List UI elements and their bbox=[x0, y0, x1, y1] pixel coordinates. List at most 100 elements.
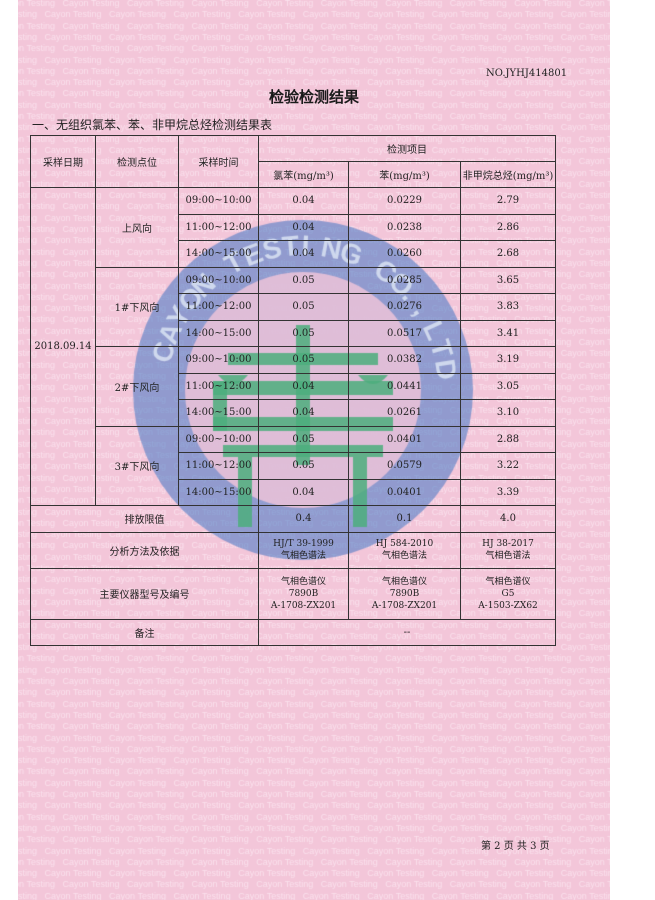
cell-nmhc: 3.65 bbox=[460, 266, 556, 294]
cell-time: 14:00~15:00 bbox=[178, 240, 259, 268]
method-line: HJ 38-2017 bbox=[482, 539, 534, 549]
method-nmhc: HJ 38-2017 气相色谱法 bbox=[460, 531, 556, 569]
document-number: NO.JYHJ414801 bbox=[486, 68, 568, 79]
cell-chlorobenzene: 0.05 bbox=[258, 266, 349, 294]
cell-time: 09:00~10:00 bbox=[178, 346, 259, 374]
method-label: 分析方法及依据 bbox=[30, 531, 259, 569]
instrument-line: 气相色谱仪 bbox=[381, 576, 427, 587]
cell-benzene: 0.0401 bbox=[348, 425, 461, 453]
sampling-point: 3#下风向 bbox=[95, 425, 179, 506]
cell-chlorobenzene: 0.04 bbox=[258, 372, 349, 400]
method-line: 气相色谱法 bbox=[485, 551, 531, 561]
cell-chlorobenzene: 0.05 bbox=[258, 293, 349, 321]
table-row: 14:00~15:00 0.04 0.0260 2.68 bbox=[31, 240, 556, 268]
cell-chlorobenzene: 0.04 bbox=[258, 240, 349, 268]
limit-label: 排放限值 bbox=[30, 505, 259, 533]
instrument-line: 气相色谱仪 bbox=[485, 576, 531, 587]
cell-benzene: 0.0285 bbox=[348, 266, 461, 294]
cell-time: 11:00~12:00 bbox=[178, 452, 259, 480]
instrument-line: A-1708-ZX201 bbox=[371, 600, 438, 611]
cell-benzene: 0.0276 bbox=[348, 293, 461, 321]
cell-nmhc: 2.86 bbox=[460, 213, 556, 241]
method-line: 气相色谱法 bbox=[280, 551, 326, 561]
method-chlorobenzene: HJ/T 39-1999 气相色谱法 bbox=[258, 531, 349, 569]
cell-benzene: 0.0441 bbox=[348, 372, 461, 400]
cell-chlorobenzene: 0.05 bbox=[258, 425, 349, 453]
method-benzene: HJ 584-2010 气相色谱法 bbox=[348, 531, 461, 569]
table-row: 11:00~12:00 0.04 0.0441 3.05 bbox=[31, 372, 556, 400]
sampling-point: 上风向 bbox=[95, 187, 179, 268]
sampling-point: 2#下风向 bbox=[95, 346, 179, 427]
instrument-line: A-1708-ZX201 bbox=[270, 600, 337, 611]
cell-benzene: 0.0401 bbox=[348, 478, 461, 506]
cell-nmhc: 2.88 bbox=[460, 425, 556, 453]
cell-chlorobenzene: 0.05 bbox=[258, 452, 349, 480]
table-row: 14:00~15:00 0.04 0.0261 3.10 bbox=[31, 399, 556, 427]
cell-chlorobenzene: 0.04 bbox=[258, 213, 349, 241]
cell-benzene: 0.0238 bbox=[348, 213, 461, 241]
document-page: NO.JYHJ414801 检验检测结果 一、无组织氯苯、苯、非甲烷总烃检测结果… bbox=[18, 0, 610, 900]
cell-nmhc: 3.39 bbox=[460, 478, 556, 506]
cell-benzene: 0.0382 bbox=[348, 346, 461, 374]
section-title: 一、无组织氯苯、苯、非甲烷总烃检测结果表 bbox=[32, 118, 273, 132]
limit-row: 排放限值 0.4 0.1 4.0 bbox=[30, 505, 556, 533]
remark-label: 备注 bbox=[30, 618, 259, 646]
cell-nmhc: 3.22 bbox=[460, 452, 556, 480]
table-row: 1#下风向 09:00~10:00 0.05 0.0285 3.65 bbox=[31, 266, 556, 347]
limit-chlorobenzene: 0.4 bbox=[258, 505, 349, 533]
instrument-line: A-1503-ZX62 bbox=[478, 600, 538, 611]
cell-benzene: 0.0260 bbox=[348, 240, 461, 268]
table-row: 11:00~12:00 0.04 0.0238 2.86 bbox=[31, 213, 556, 241]
sampling-point: 1#下风向 bbox=[95, 266, 179, 347]
method-line: 气相色谱法 bbox=[381, 551, 427, 561]
cell-chlorobenzene: 0.05 bbox=[258, 319, 349, 347]
instrument-row: 主要仪器型号及编号 气相色谱仪 7890B A-1708-ZX201 气相色谱仪 7890… bbox=[30, 567, 556, 620]
instrument-benzene: 气相色谱仪 7890B A-1708-ZX201 bbox=[348, 567, 461, 620]
method-line: HJ 584-2010 bbox=[375, 539, 434, 549]
cell-nmhc: 3.41 bbox=[460, 319, 556, 347]
results-table: 采样日期 检测点位 采样时间 检测项目 氯苯(mg/m³) 苯(mg/m³) 非… bbox=[30, 135, 556, 646]
header-time: 采样时间 bbox=[178, 135, 259, 188]
limit-nmhc: 4.0 bbox=[460, 505, 556, 533]
cell-nmhc: 2.79 bbox=[460, 187, 556, 215]
header-nmhc: 非甲烷总烃(mg/m³) bbox=[460, 161, 556, 188]
cell-time: 14:00~15:00 bbox=[178, 478, 259, 506]
header-point: 检测点位 bbox=[95, 135, 179, 188]
table-row: 14:00~15:00 0.05 0.0517 3.41 bbox=[31, 319, 556, 347]
cell-time: 14:00~15:00 bbox=[178, 319, 259, 347]
cell-chlorobenzene: 0.04 bbox=[258, 187, 349, 215]
cell-nmhc: 3.05 bbox=[460, 372, 556, 400]
cell-nmhc: 3.19 bbox=[460, 346, 556, 374]
cell-benzene: 0.0517 bbox=[348, 319, 461, 347]
limit-benzene: 0.1 bbox=[348, 505, 461, 533]
instrument-nmhc: 气相色谱仪 G5 A-1503-ZX62 bbox=[460, 567, 556, 620]
cell-nmhc: 3.10 bbox=[460, 399, 556, 427]
header-items: 检测项目 bbox=[258, 135, 556, 162]
cell-chlorobenzene: 0.05 bbox=[258, 346, 349, 374]
cell-benzene: 0.0229 bbox=[348, 187, 461, 215]
header-chlorobenzene: 氯苯(mg/m³) bbox=[258, 161, 349, 188]
cell-chlorobenzene: 0.04 bbox=[258, 399, 349, 427]
table-row: 3#下风向 09:00~10:00 0.05 0.0401 2.88 bbox=[31, 425, 556, 506]
cell-time: 09:00~10:00 bbox=[178, 187, 259, 215]
cell-nmhc: 3.83 bbox=[460, 293, 556, 321]
sampling-date: 2018.09.14 bbox=[30, 187, 96, 506]
cell-benzene: 0.0579 bbox=[348, 452, 461, 480]
remark-row: 备注 -- bbox=[30, 618, 556, 646]
table-row: 11:00~12:00 0.05 0.0579 3.22 bbox=[31, 452, 556, 480]
cell-chlorobenzene: 0.04 bbox=[258, 478, 349, 506]
instrument-chlorobenzene: 气相色谱仪 7890B A-1708-ZX201 bbox=[258, 567, 349, 620]
cell-time: 11:00~12:00 bbox=[178, 213, 259, 241]
cell-time: 09:00~10:00 bbox=[178, 425, 259, 453]
cell-time: 11:00~12:00 bbox=[178, 372, 259, 400]
cell-time: 09:00~10:00 bbox=[178, 266, 259, 294]
instrument-line: 7890B bbox=[288, 588, 319, 599]
page-footer: 第 2 页 共 3 页 bbox=[481, 841, 550, 852]
header-benzene: 苯(mg/m³) bbox=[348, 161, 461, 188]
table-row: 2018.09.14 上风向 09:00~10:00 0.04 0.0229 2.79 bbox=[30, 187, 556, 506]
cell-nmhc: 2.68 bbox=[460, 240, 556, 268]
instrument-line: G5 bbox=[501, 588, 515, 599]
instrument-line: 7890B bbox=[389, 588, 420, 599]
cell-time: 14:00~15:00 bbox=[178, 399, 259, 427]
instrument-label: 主要仪器型号及编号 bbox=[30, 567, 259, 620]
